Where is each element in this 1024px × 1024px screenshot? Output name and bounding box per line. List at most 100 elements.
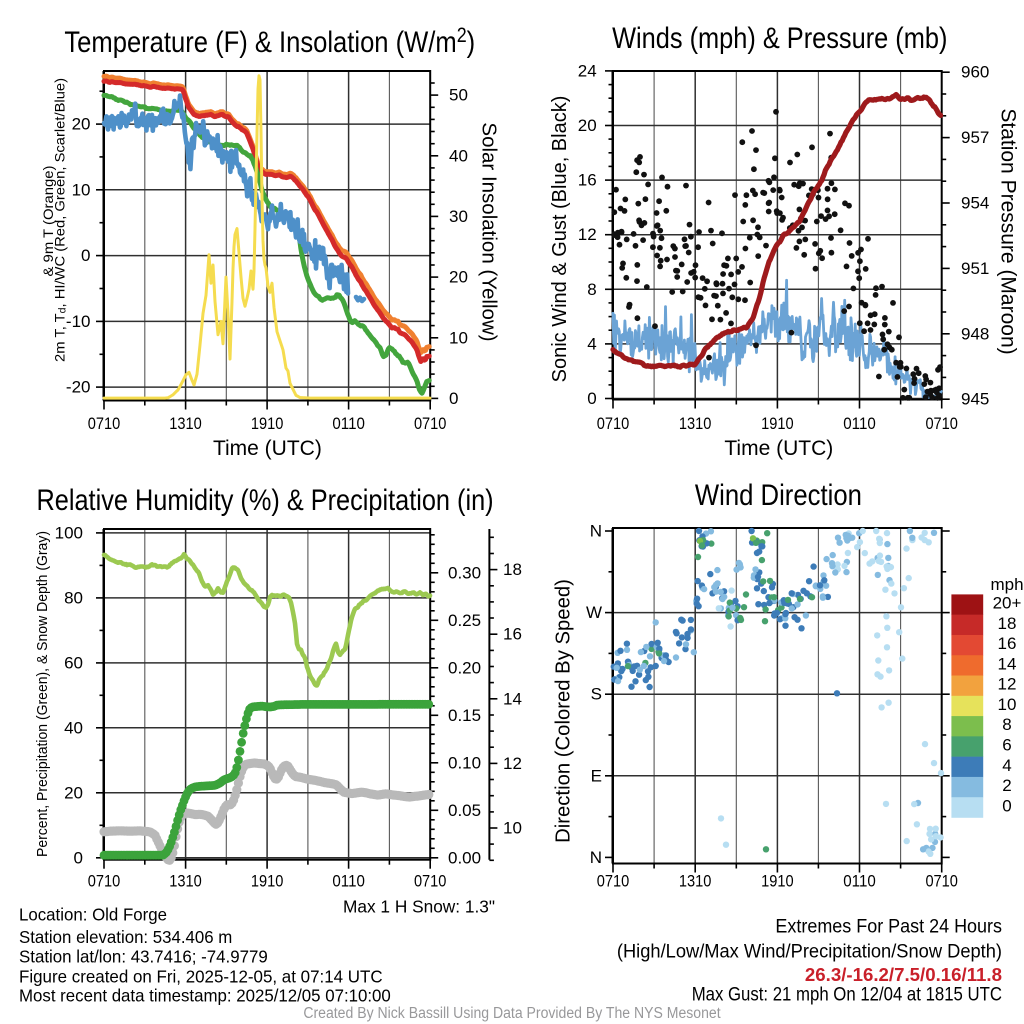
svg-text:1910: 1910 [251,872,284,891]
svg-text:40: 40 [64,718,83,737]
svg-text:Location: Old Forge: Location: Old Forge [19,905,167,925]
svg-text:1310: 1310 [169,414,202,433]
svg-text:20: 20 [578,116,597,135]
svg-text:(High/Low/Max Wind/Precipitati: (High/Low/Max Wind/Precipitation/Snow De… [617,942,1002,963]
svg-text:6: 6 [1002,736,1011,755]
svg-text:0710: 0710 [925,414,958,433]
svg-text:-20: -20 [66,378,91,397]
svg-text:960: 960 [961,63,989,82]
svg-text:957: 957 [961,128,989,147]
svg-text:0.30: 0.30 [448,563,481,582]
svg-text:20: 20 [64,783,83,802]
svg-text:0: 0 [1002,796,1011,815]
svg-text:10: 10 [998,695,1017,714]
svg-text:8: 8 [587,280,596,299]
svg-text:4: 4 [587,334,596,353]
svg-text:0.20: 0.20 [448,658,481,677]
svg-text:Sonic Wind & Gust (Blue, Black: Sonic Wind & Gust (Blue, Black) [549,96,571,383]
svg-text:50: 50 [449,86,468,105]
svg-text:0110: 0110 [332,872,365,891]
svg-text:40: 40 [449,146,468,165]
svg-text:14: 14 [998,654,1017,673]
svg-text:N: N [590,848,602,867]
svg-text:0.00: 0.00 [448,848,481,867]
svg-text:Temperature (F) & Insolation (: Temperature (F) & Insolation (W/m2) [64,24,475,59]
svg-text:0710: 0710 [414,414,447,433]
svg-text:0: 0 [74,848,83,867]
svg-text:18: 18 [503,560,522,579]
svg-text:0710: 0710 [597,872,630,891]
svg-text:100: 100 [55,523,83,542]
svg-text:12: 12 [578,225,597,244]
svg-text:0710: 0710 [925,872,958,891]
svg-text:0.05: 0.05 [448,801,481,820]
svg-text:20+: 20+ [993,594,1022,613]
svg-text:24: 24 [578,61,597,80]
svg-text:Max 1 H Snow: 1.3": Max 1 H Snow: 1.3" [343,896,495,916]
svg-text:2: 2 [1002,776,1011,795]
svg-text:951: 951 [961,259,989,278]
svg-text:20: 20 [449,268,468,287]
svg-text:Created By Nick Bassill Using: Created By Nick Bassill Using Data Provi… [303,1005,721,1022]
svg-text:Time (UTC): Time (UTC) [213,437,322,460]
svg-text:Extremes For Past 24 Hours: Extremes For Past 24 Hours [775,917,1002,938]
svg-text:16: 16 [578,171,597,190]
svg-text:948: 948 [961,324,989,343]
svg-text:0710: 0710 [88,414,121,433]
svg-text:1310: 1310 [679,872,712,891]
svg-text:0: 0 [81,246,90,265]
svg-text:0.15: 0.15 [448,706,481,725]
svg-text:1910: 1910 [761,414,794,433]
svg-text:E: E [591,766,602,785]
svg-text:16: 16 [503,625,522,644]
svg-text:Relative Humidity (%) & Precip: Relative Humidity (%) & Precipitation (i… [37,484,494,517]
svg-text:Figure created on Fri, 2025-12: Figure created on Fri, 2025-12-05, at 07… [19,966,383,986]
svg-text:0: 0 [449,389,458,408]
svg-text:8: 8 [1002,715,1011,734]
svg-text:Wind Direction: Wind Direction [695,479,862,512]
svg-text:Max Gust: 21 mph On 12/04 at 1: Max Gust: 21 mph On 12/04 at 1815 UTC [692,985,1002,1006]
svg-text:1310: 1310 [679,414,712,433]
svg-text:Time (UTC): Time (UTC) [724,437,833,460]
svg-text:Station Pressure (Maroon): Station Pressure (Maroon) [997,108,1020,354]
svg-text:20: 20 [72,115,91,134]
svg-text:1910: 1910 [761,872,794,891]
svg-text:0: 0 [587,389,596,408]
svg-text:0.25: 0.25 [448,611,481,630]
svg-text:14: 14 [503,689,522,708]
svg-text:Solar Insolation (Yellow): Solar Insolation (Yellow) [478,122,501,341]
svg-text:26.3/-16.2/7.5/0.16/11.8: 26.3/-16.2/7.5/0.16/11.8 [805,965,1002,985]
svg-text:-10: -10 [66,312,91,331]
svg-text:945: 945 [961,390,989,409]
svg-text:0710: 0710 [414,872,447,891]
svg-text:Station lat/lon: 43.7416; -74.: Station lat/lon: 43.7416; -74.9779 [19,947,268,967]
svg-text:16: 16 [998,634,1017,653]
svg-text:10: 10 [503,819,522,838]
svg-text:Winds (mph) & Pressure (mb): Winds (mph) & Pressure (mb) [612,22,947,55]
svg-text:0.10: 0.10 [448,753,481,772]
svg-text:4: 4 [1002,756,1011,775]
svg-text:10: 10 [72,180,91,199]
svg-text:& 9m T (Orange): & 9m T (Orange) [40,166,56,277]
svg-text:954: 954 [961,194,989,213]
svg-text:1910: 1910 [251,414,284,433]
svg-text:0710: 0710 [597,414,630,433]
svg-text:2m T, Td, HI/WC (Red, Green, S: 2m T, Td, HI/WC (Red, Green, Scarlet/Blu… [52,78,69,362]
svg-text:Percent, Precipitation (Green): Percent, Precipitation (Green), & Snow D… [35,531,51,857]
svg-text:Direction (Colored By Speed): Direction (Colored By Speed) [553,579,575,843]
svg-text:18: 18 [998,614,1017,633]
svg-text:S: S [591,685,602,704]
svg-text:12: 12 [503,754,522,773]
svg-text:0110: 0110 [843,414,876,433]
svg-text:Station elevation: 534.406 m: Station elevation: 534.406 m [19,927,232,947]
svg-text:mph: mph [990,575,1023,594]
svg-text:60: 60 [64,653,83,672]
svg-text:W: W [586,603,602,622]
svg-text:30: 30 [449,207,468,226]
svg-text:0110: 0110 [332,414,365,433]
svg-text:N: N [590,522,602,541]
svg-text:Most recent data timestamp: 20: Most recent data timestamp: 2025/12/05 0… [19,986,391,1006]
svg-text:12: 12 [998,675,1017,694]
svg-text:0710: 0710 [88,872,121,891]
svg-text:0110: 0110 [843,872,876,891]
